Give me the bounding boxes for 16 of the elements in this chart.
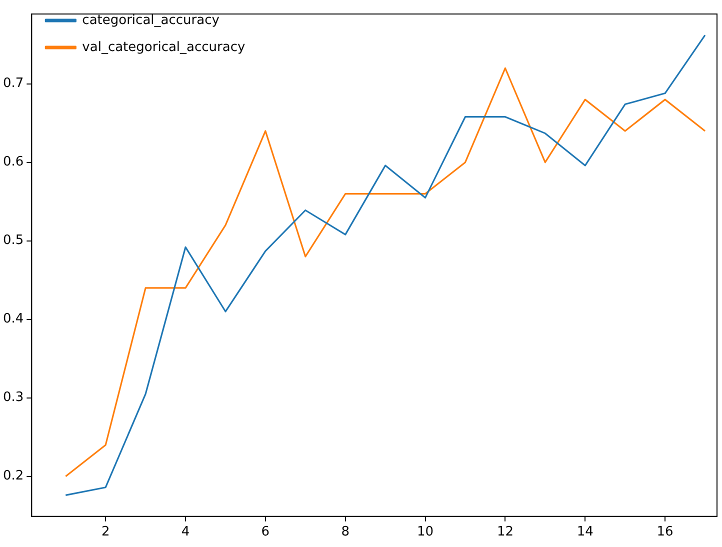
x-tick-label: 8 xyxy=(341,524,350,540)
legend-label: categorical_accuracy xyxy=(82,12,220,28)
x-tick-label: 6 xyxy=(261,524,270,540)
y-tick-label: 0.4 xyxy=(2,312,24,327)
x-tick-label: 10 xyxy=(417,524,434,540)
y-tick-label: 0.5 xyxy=(2,233,24,248)
x-tick-label: 4 xyxy=(181,524,190,540)
x-tick-label: 2 xyxy=(101,524,110,540)
x-tick-label: 12 xyxy=(496,524,514,540)
y-tick-label: 0.2 xyxy=(2,468,24,484)
y-tick-label: 0.7 xyxy=(2,76,24,92)
legend-label: val_categorical_accuracy xyxy=(82,40,246,55)
x-tick-label: 16 xyxy=(656,524,674,540)
x-tick-label: 14 xyxy=(576,524,594,540)
y-tick-label: 0.3 xyxy=(2,390,24,406)
y-tick-label: 0.6 xyxy=(2,154,24,170)
